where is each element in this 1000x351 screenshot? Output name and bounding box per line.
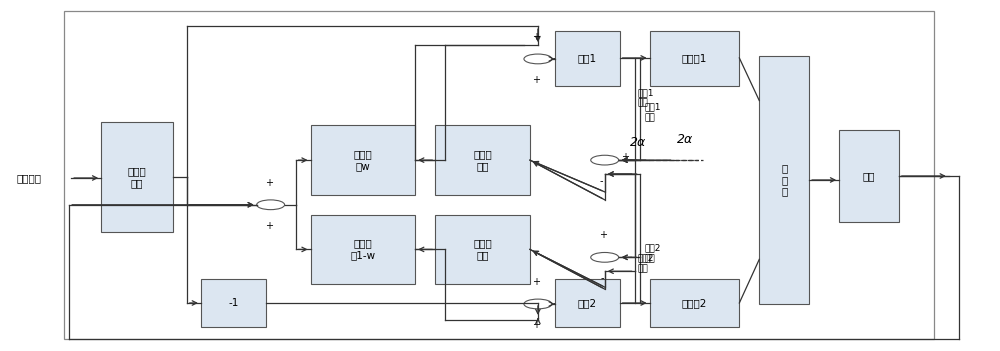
FancyBboxPatch shape (839, 130, 899, 221)
Text: 切换函
数w: 切换函 数w (354, 149, 372, 171)
Text: -1: -1 (228, 298, 238, 308)
Text: 电机1
位置: 电机1 位置 (645, 103, 661, 122)
FancyBboxPatch shape (101, 122, 173, 232)
FancyBboxPatch shape (201, 279, 266, 327)
Text: 2α: 2α (630, 136, 646, 149)
Text: 跟踪控
制器: 跟踪控 制器 (128, 166, 146, 188)
FancyBboxPatch shape (435, 215, 530, 284)
Text: 电机1: 电机1 (578, 53, 597, 64)
FancyBboxPatch shape (650, 279, 739, 327)
Text: 大
齿
轮: 大 齿 轮 (781, 163, 787, 197)
Text: 电机2
位置: 电机2 位置 (645, 244, 661, 263)
FancyBboxPatch shape (555, 279, 620, 327)
Text: +: + (532, 277, 540, 287)
Text: 2α: 2α (677, 133, 694, 146)
FancyBboxPatch shape (311, 215, 415, 284)
Text: 小齿轮1: 小齿轮1 (682, 53, 707, 64)
Text: +: + (532, 32, 540, 42)
FancyBboxPatch shape (555, 31, 620, 86)
Text: -: - (599, 176, 603, 186)
Text: +: + (265, 221, 273, 231)
FancyBboxPatch shape (435, 125, 530, 195)
Text: +: + (532, 75, 540, 85)
Text: 电机2: 电机2 (578, 298, 597, 308)
FancyBboxPatch shape (759, 56, 809, 304)
Text: -: - (601, 273, 604, 283)
Text: +: + (265, 178, 273, 188)
Text: 电机1
位置: 电机1 位置 (638, 88, 654, 107)
Text: 消隙控
制器: 消隙控 制器 (473, 149, 492, 171)
FancyBboxPatch shape (650, 31, 739, 86)
Text: 小齿轮2: 小齿轮2 (682, 298, 707, 308)
Text: 输入信号: 输入信号 (16, 173, 41, 183)
Text: 同步控
制器: 同步控 制器 (473, 239, 492, 260)
Text: +: + (621, 152, 629, 162)
Text: 切换函
数1-w: 切换函 数1-w (350, 239, 375, 260)
Text: +: + (532, 320, 540, 330)
Text: 电机2
位置: 电机2 位置 (638, 254, 654, 273)
FancyBboxPatch shape (311, 125, 415, 195)
Text: 负载: 负载 (863, 171, 875, 181)
Text: +: + (599, 231, 607, 240)
